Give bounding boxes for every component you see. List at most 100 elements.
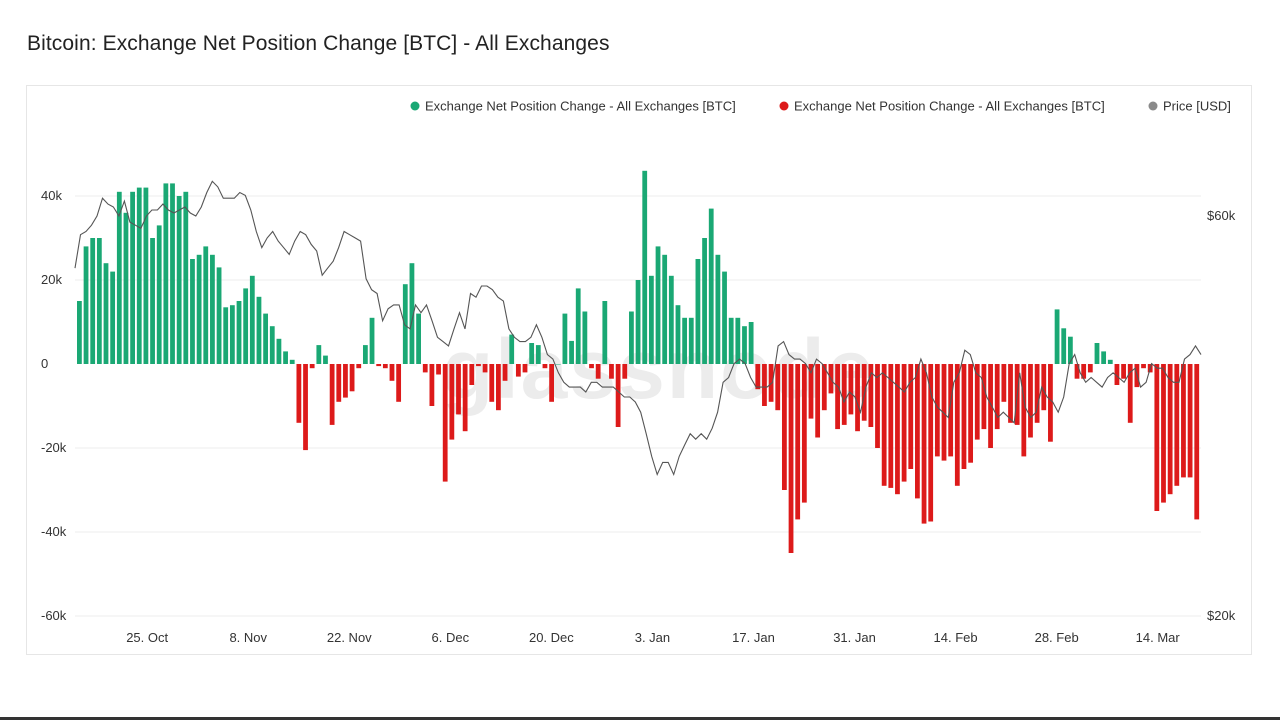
bar-positive [210,254,215,364]
y-axis-left: 40k 20k 0 -20k -40k -60k [41,188,67,623]
bar-positive [323,355,328,364]
bar-negative [429,364,435,406]
bar-positive [575,288,581,364]
x-tick-label: 3. Jan [635,630,670,645]
bar-negative [449,364,455,440]
bar-negative [1114,364,1120,385]
legend-item[interactable]: Price [USD] [1148,99,1231,114]
bar-positive [163,183,169,364]
bar-negative [376,364,382,367]
bar-positive [675,305,681,364]
bar-negative [296,364,302,423]
bar-positive [702,238,707,364]
bar-positive [602,301,608,364]
legend-marker-icon [1148,101,1158,111]
bar-negative [522,364,528,373]
bar-positive [190,259,195,364]
bar-negative [888,364,894,488]
bar-negative [915,364,920,499]
bar-positive [1094,343,1100,364]
bar-positive [748,322,754,364]
bar-positive [668,275,674,364]
bar-negative [781,364,787,490]
bar-negative [815,364,821,438]
bar-negative [476,364,481,367]
bar-negative [515,364,521,377]
legend-item[interactable]: Exchange Net Position Change - All Excha… [779,99,1105,114]
bar-negative [881,364,887,486]
x-tick-label: 14. Feb [934,630,978,645]
bar-negative [921,364,927,524]
bar-negative [908,364,914,469]
y-tick-label-left: -40k [41,524,67,539]
bar-negative [1194,364,1200,520]
x-tick-label: 31. Jan [833,630,876,645]
bar-negative [309,364,315,369]
price-line-group [74,180,1202,477]
x-tick-label: 14. Mar [1136,630,1181,645]
bar-negative [994,364,1000,430]
legend-item[interactable]: Exchange Net Position Change - All Excha… [410,99,736,114]
bar-negative [974,364,980,440]
bar-positive [708,208,714,364]
bar-negative [589,364,594,369]
bar-negative [1028,364,1033,438]
bar-negative [622,364,628,379]
bar-positive [123,212,129,364]
bar-negative [1174,364,1180,486]
bar-negative [762,364,767,406]
bar-positive [156,225,162,364]
bar-positive [183,191,189,364]
bar-negative [1087,364,1093,373]
bar-positive [176,196,182,364]
bar-positive [416,313,421,364]
bar-negative [469,364,475,385]
bar-negative [456,364,461,415]
bar-negative [868,364,874,427]
bar-positive [77,301,82,364]
bar-positive [682,317,688,364]
bar-negative [1048,364,1053,442]
bar-positive [269,326,275,364]
bar-positive [529,343,535,364]
x-axis: 25. Oct 8. Nov 22. Nov 6. Dec 20. Dec 3. Jan 1… [126,630,1180,645]
bar-negative [841,364,847,425]
bar-positive [742,326,747,364]
bar-negative [855,364,860,432]
bar-positive [243,288,249,364]
x-tick-label: 22. Nov [327,630,372,645]
bar-negative [502,364,508,381]
bar-positive [83,246,89,364]
bar-positive [715,254,721,364]
bar-negative [968,364,974,463]
bar-positive [96,238,102,364]
bar-negative [1034,364,1040,423]
page-title: Bitcoin: Exchange Net Position Change [B… [27,32,610,55]
bar-negative [549,364,554,402]
bar-negative [349,364,355,392]
bar-negative [382,364,388,369]
bar-positive [316,345,322,364]
bar-negative [1074,364,1080,379]
bar-negative [496,364,501,411]
bar-negative [615,364,621,427]
bar-negative [795,364,801,520]
bar-negative [329,364,335,425]
bar-negative [1041,364,1047,411]
bar-negative [901,364,907,482]
y-tick-label-left: 0 [41,356,48,371]
x-tick-label: 6. Dec [432,630,470,645]
bar-positive [90,238,96,364]
bar-positive [110,271,116,364]
bar-negative [609,364,614,379]
bar-positive [555,364,561,365]
bar-positive [263,313,269,364]
bar-negative [875,364,880,448]
bar-positive [735,317,741,364]
bar-negative [595,364,601,379]
bar-negative [981,364,987,430]
bar-negative [1161,364,1166,503]
chart-panel: glassnode 40k 20k 0 -20k -40k -60k $60k $20k 2… [26,85,1252,655]
bar-positive [236,301,242,364]
bar-positive [562,313,568,364]
